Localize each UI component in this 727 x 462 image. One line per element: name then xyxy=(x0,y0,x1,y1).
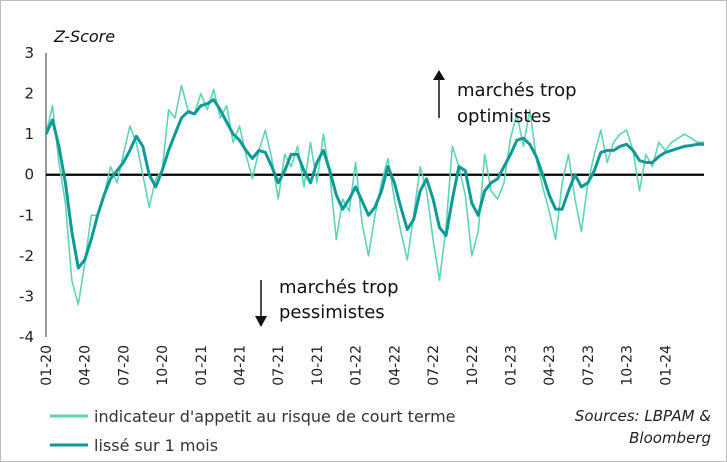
x-tick-label: 04-23 xyxy=(542,345,558,386)
source-line2: Bloomberg xyxy=(629,429,711,447)
y-tick-label: -2 xyxy=(19,247,34,265)
source-line1: Sources: LBPAM & xyxy=(575,407,711,425)
x-tick-label: 07-20 xyxy=(116,345,132,386)
x-tick-label: 01-24 xyxy=(658,345,674,386)
annotation-optimistic: marchés trop optimistes xyxy=(433,70,577,127)
series-line-raw xyxy=(45,84,704,306)
legend-label-smoothed: lissé sur 1 mois xyxy=(94,436,218,455)
y-tick-label: -3 xyxy=(19,287,34,305)
legend-label-raw: indicateur d'appetit au risque de court … xyxy=(94,407,456,426)
y-tick-label: 3 xyxy=(24,44,34,62)
x-tick-label: 07-21 xyxy=(271,345,287,386)
y-tick-label: 2 xyxy=(24,85,34,103)
x-tick-label: 01-21 xyxy=(194,345,210,386)
y-tick-label: -4 xyxy=(19,328,34,346)
annotation-pessimistic: marchés trop pessimistes xyxy=(255,277,399,327)
x-tick-label: 04-22 xyxy=(387,345,403,386)
x-tick-label: 10-21 xyxy=(310,345,326,386)
annotation-up-line1: marchés trop xyxy=(457,80,577,101)
x-tick-label: 07-22 xyxy=(426,345,442,386)
x-tick-label: 01-20 xyxy=(39,345,55,386)
y-tick-labels: 3 2 1 0 -1 -2 -3 -4 xyxy=(19,44,34,346)
annotation-up-line2: optimistes xyxy=(457,106,551,127)
x-tick-label: 10-23 xyxy=(620,345,636,386)
annotation-down-line2: pessimistes xyxy=(279,302,385,323)
y-tick-label: 1 xyxy=(24,125,34,143)
x-tick-label: 01-23 xyxy=(503,345,519,386)
x-tick-label: 04-20 xyxy=(78,345,94,386)
y-tick-label: 0 xyxy=(24,166,34,184)
x-tick-label: 04-21 xyxy=(233,345,249,386)
up-arrow-head xyxy=(433,70,445,80)
x-tick-labels: 01-20 04-20 07-20 10-20 01-21 04-21 07-21 10-21… xyxy=(39,345,674,386)
legend: indicateur d'appetit au risque de court … xyxy=(50,407,456,455)
down-arrow-head xyxy=(255,316,267,327)
x-tick-label: 07-23 xyxy=(581,345,597,386)
y-tick-label: -1 xyxy=(19,206,34,224)
x-tick-label: 10-20 xyxy=(155,345,171,386)
x-tick-label: 01-22 xyxy=(349,345,365,386)
series-line-smoothed xyxy=(44,98,704,270)
annotation-down-line1: marchés trop xyxy=(279,277,399,298)
x-tick-label: 10-22 xyxy=(465,345,481,386)
y-axis-label: Z-Score xyxy=(53,27,115,46)
